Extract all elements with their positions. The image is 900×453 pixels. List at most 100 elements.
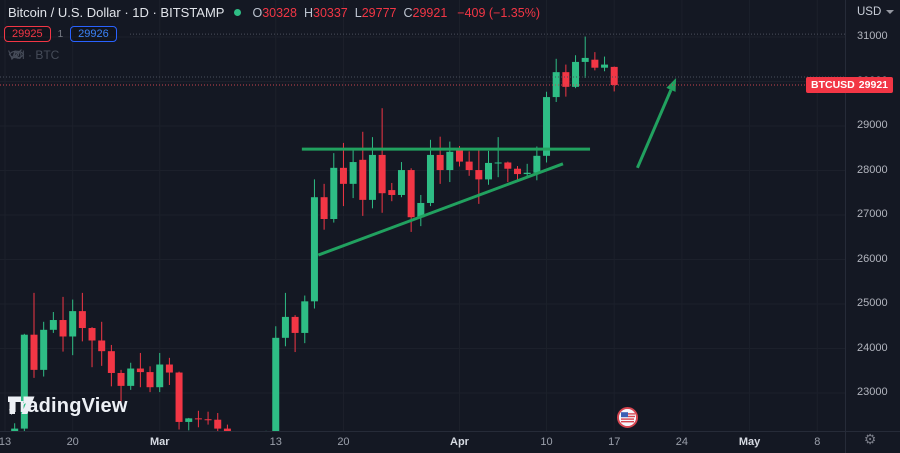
candle (465, 161, 473, 171)
time-tick-label: Mar (149, 436, 170, 448)
candle (455, 149, 463, 162)
candle (446, 151, 454, 171)
gear-icon[interactable]: ⚙ (863, 432, 877, 448)
candle (204, 419, 212, 421)
candle (127, 368, 135, 386)
economic-event-icon[interactable] (616, 407, 638, 428)
currency-dropdown[interactable]: USD (857, 6, 895, 18)
candle (30, 334, 38, 370)
candle (59, 320, 67, 337)
time-axis-separator (0, 431, 900, 432)
price-axis[interactable]: 3100030000290002800027000260002500024000… (846, 0, 900, 431)
candle (581, 57, 589, 62)
candle (117, 372, 125, 386)
candle (533, 155, 541, 173)
time-tick-label: 13 (269, 436, 282, 448)
candle (69, 311, 77, 337)
candle (78, 311, 86, 329)
candle (185, 418, 193, 422)
time-tick-label: Apr (450, 436, 469, 448)
time-axis[interactable]: 13 20 Mar 13 20 Apr 10 17 24 May 8 (0, 432, 900, 453)
price-tag-value: 29921 (858, 79, 888, 91)
candle (485, 162, 492, 180)
candle (407, 170, 415, 218)
candle (339, 167, 347, 184)
price-tick-label: 27000 (857, 208, 888, 220)
candle (610, 66, 618, 86)
candle (175, 372, 183, 422)
candle (20, 334, 28, 429)
candle (281, 316, 289, 338)
symbol-header: Bitcoin / U.S. Dollar · 1D · BITSTAMP O3… (8, 5, 540, 20)
candle (320, 197, 328, 220)
candle (301, 301, 309, 333)
candle (136, 368, 144, 373)
time-tick-label: 17 (608, 436, 621, 448)
price-tag-symbol: BTCUSD (811, 79, 855, 91)
price-tick-label: 25000 (857, 297, 888, 309)
candle (156, 364, 164, 388)
candle (330, 167, 338, 220)
candle (494, 162, 502, 164)
low-label: L (354, 5, 362, 20)
tradingview-logo[interactable]: TradingView (8, 395, 128, 418)
arrow-head (666, 77, 677, 92)
close-value: 29921 (412, 5, 448, 20)
change-value: −409 (−1.35%) (457, 5, 540, 20)
candle (272, 337, 280, 434)
price-tick-label: 23000 (857, 386, 888, 398)
market-status-icon (234, 9, 242, 16)
currency-label: USD (857, 6, 882, 18)
price-tick-label: 24000 (857, 341, 888, 354)
symbol-title[interactable]: Bitcoin / U.S. Dollar · 1D · BITSTAMP (8, 5, 225, 20)
candle (98, 340, 106, 352)
candle (397, 170, 405, 195)
support-trendline[interactable] (317, 162, 564, 257)
price-tick-label: 26000 (857, 252, 888, 265)
quote-panel: 29925 1 29926 (4, 26, 117, 42)
candle (552, 72, 560, 98)
candle (388, 190, 396, 195)
candle (310, 197, 318, 302)
time-tick-label: 10 (540, 436, 553, 448)
candle (349, 162, 357, 184)
candle (368, 154, 376, 200)
price-tick-label: 28000 (857, 163, 888, 176)
ohlc-readout: O30328 H30337 L29777 C29921 −409 (−1.35%… (252, 6, 540, 20)
candle (40, 329, 48, 370)
candle (504, 162, 512, 169)
low-value: 29777 (361, 5, 397, 20)
candle (49, 320, 57, 330)
time-tick-label: 13 (0, 436, 12, 448)
last-price-tag: BTCUSD 29921 (806, 77, 893, 93)
price-tick-label: 29000 (857, 119, 888, 131)
candle (146, 372, 154, 388)
time-tick-label: 8 (814, 436, 821, 448)
tradingview-logo-text: TradingView (8, 395, 128, 417)
eye-slash-icon[interactable] (8, 48, 25, 61)
candle (214, 419, 222, 429)
candle (88, 328, 96, 341)
candle (359, 159, 367, 200)
chevron-down-icon (886, 10, 895, 14)
arrow-drawing[interactable] (636, 89, 673, 169)
candle (591, 59, 599, 68)
time-axis-background (0, 431, 900, 453)
candle (436, 154, 444, 171)
spread-value: 1 (57, 28, 64, 40)
us-flag-icon (618, 409, 636, 426)
time-tick-label: 20 (66, 436, 79, 448)
time-tick-label: 24 (675, 436, 689, 448)
candle (514, 168, 522, 175)
sell-button[interactable]: 29925 (4, 26, 51, 42)
candle (107, 351, 115, 373)
price-axis-separator (845, 0, 846, 453)
candle (572, 61, 580, 87)
buy-button[interactable]: 29926 (70, 26, 117, 42)
candle (523, 172, 531, 175)
time-tick-label: May (738, 436, 761, 448)
open-label: O (252, 5, 263, 20)
